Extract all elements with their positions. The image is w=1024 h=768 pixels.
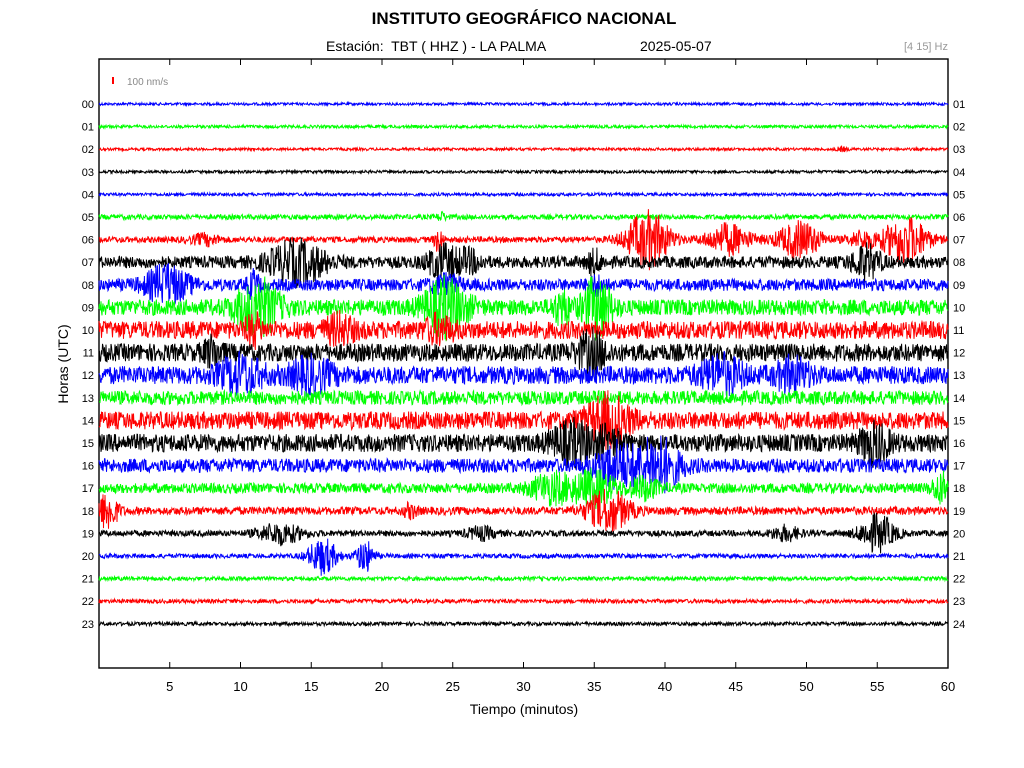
scale-bar [112, 77, 114, 84]
hour-label-left: 13 [82, 393, 94, 405]
hour-label-left: 21 [82, 574, 94, 586]
hour-label-left: 17 [82, 483, 94, 495]
hour-label-left: 22 [82, 596, 94, 608]
trace-07 [98, 237, 949, 288]
hour-label-right: 17 [953, 461, 965, 473]
chart-title: INSTITUTO GEOGRÁFICO NACIONAL [371, 9, 677, 28]
hour-label-right: 08 [953, 257, 965, 269]
hour-label-left: 14 [82, 415, 94, 427]
hour-label-right: 10 [953, 302, 965, 314]
x-ticks-group: 5 10 15 20 25 30 35 40 45 50 55 60 [166, 59, 955, 694]
trace-12 [98, 349, 949, 398]
hour-label-left: 06 [82, 235, 94, 247]
hour-label-right: 16 [953, 438, 965, 450]
hour-label-left: 19 [82, 528, 94, 540]
hour-label-right: 21 [953, 551, 965, 563]
hour-label-left: 18 [82, 506, 94, 518]
x-tick-label: 35 [587, 679, 601, 694]
trace-08 [98, 262, 949, 305]
trace-23 [98, 620, 949, 628]
trace-17 [98, 467, 949, 509]
hour-label-left: 08 [82, 280, 94, 292]
hour-label-right: 14 [953, 393, 965, 405]
hour-label-right: 06 [953, 212, 965, 224]
hour-label-left: 04 [82, 189, 94, 201]
x-tick-label: 10 [233, 679, 247, 694]
trace-16 [98, 435, 949, 494]
filter-label: [4 15] Hz [903, 41, 948, 53]
x-tick-label: 15 [304, 679, 318, 694]
x-axis-label: Tiempo (minutos) [470, 701, 578, 717]
station-label: Estación: TBT ( HHZ ) - LA PALMA [326, 38, 547, 54]
trace-00 [98, 100, 949, 108]
hour-label-right: 02 [953, 122, 965, 134]
hour-label-right: 05 [953, 189, 965, 201]
trace-03 [98, 168, 949, 176]
trace-14 [98, 390, 949, 450]
hour-label-left: 20 [82, 551, 94, 563]
hour-label-left: 11 [83, 348, 94, 360]
x-tick-label: 5 [166, 679, 173, 694]
x-tick-label: 60 [941, 679, 955, 694]
hour-labels-group: 00 01 01 02 02 03 03 04 04 05 05 06 06 07 07 08 08 09 09 10… [82, 99, 966, 631]
hour-label-left: 01 [82, 122, 94, 134]
trace-05 [98, 210, 949, 223]
hour-label-right: 07 [953, 235, 965, 247]
hour-label-left: 16 [82, 461, 94, 473]
hour-label-left: 09 [82, 302, 94, 314]
x-tick-label: 40 [658, 679, 672, 694]
hour-label-right: 11 [953, 325, 964, 337]
trace-01 [98, 123, 949, 131]
trace-15 [98, 416, 949, 470]
hour-label-right: 24 [953, 619, 965, 631]
x-tick-label: 30 [516, 679, 530, 694]
traces-group [98, 100, 949, 628]
hour-label-right: 04 [953, 167, 965, 179]
hour-label-right: 13 [953, 370, 965, 382]
hour-label-right: 03 [953, 144, 965, 156]
hour-label-left: 03 [82, 167, 94, 179]
scale-label: 100 nm/s [127, 77, 168, 88]
hour-label-left: 23 [82, 619, 94, 631]
trace-18 [98, 488, 949, 532]
trace-22 [98, 597, 949, 605]
hour-label-right: 09 [953, 280, 965, 292]
hour-label-right: 19 [953, 506, 965, 518]
hour-label-right: 01 [953, 99, 965, 111]
trace-02 [99, 145, 949, 153]
trace-09 [98, 274, 949, 342]
trace-11 [98, 326, 949, 379]
hour-label-right: 15 [953, 415, 965, 427]
trace-21 [98, 574, 949, 583]
hour-label-left: 00 [82, 99, 94, 111]
hour-label-left: 10 [82, 325, 94, 337]
hour-label-left: 02 [82, 144, 94, 156]
x-tick-label: 50 [799, 679, 813, 694]
trace-19 [98, 511, 949, 554]
hour-label-right: 12 [953, 348, 965, 360]
hour-label-right: 18 [953, 483, 965, 495]
hour-label-left: 15 [82, 438, 94, 450]
hour-label-right: 20 [953, 528, 965, 540]
trace-04 [98, 190, 949, 198]
y-axis-label: Horas (UTC) [55, 324, 71, 403]
trace-06 [98, 209, 949, 271]
hour-label-right: 22 [953, 574, 965, 586]
x-tick-label: 25 [446, 679, 460, 694]
hour-label-left: 07 [82, 257, 94, 269]
date-label: 2025-05-07 [640, 38, 712, 54]
x-tick-label: 45 [729, 679, 743, 694]
trace-13 [98, 388, 949, 407]
hour-label-left: 12 [82, 370, 94, 382]
hour-label-right: 23 [953, 596, 965, 608]
x-tick-label: 20 [375, 679, 389, 694]
x-tick-label: 55 [870, 679, 884, 694]
hour-label-left: 05 [82, 212, 94, 224]
trace-20 [98, 538, 949, 576]
trace-10 [98, 309, 949, 351]
